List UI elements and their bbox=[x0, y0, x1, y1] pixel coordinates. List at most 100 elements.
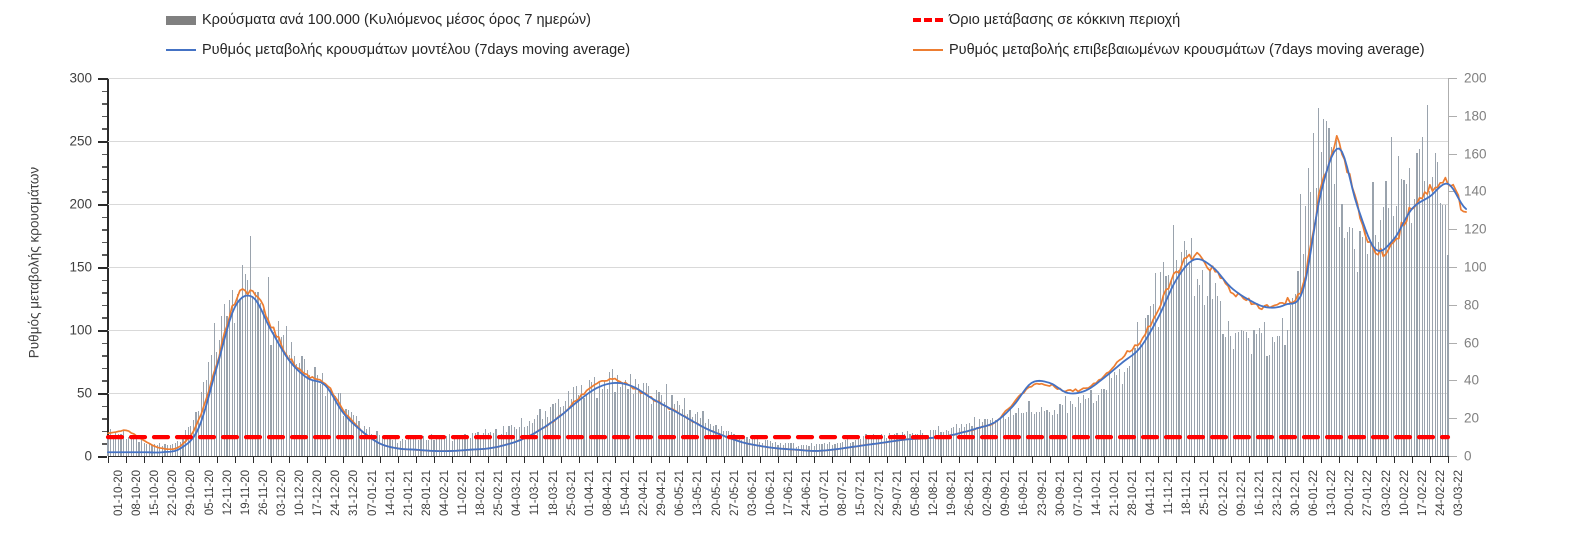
x-tick-label: 06-01-22 bbox=[1308, 470, 1321, 517]
bar bbox=[492, 432, 495, 456]
dashed-line-swatch-icon bbox=[913, 18, 943, 23]
bar bbox=[958, 428, 960, 456]
y-tick-left-minor bbox=[102, 115, 107, 118]
legend-item-model-line[interactable]: Ρυθμός μεταβολής κρουσμάτων μοντέλου (7d… bbox=[166, 43, 630, 58]
legend-label-model-line: Ρυθμός μεταβολής κρουσμάτων μοντέλου (7d… bbox=[202, 42, 631, 58]
bar bbox=[782, 444, 784, 456]
bar bbox=[565, 401, 567, 456]
x-tick-label: 30-09-21 bbox=[1054, 470, 1067, 517]
x-tick bbox=[814, 456, 816, 463]
bar bbox=[1018, 408, 1020, 456]
legend-item-confirmed-line[interactable]: Ρυθμός μεταβολής επιβεβαιωμένων κρουσμάτ… bbox=[913, 43, 1425, 58]
bar bbox=[1095, 401, 1097, 456]
bar bbox=[930, 430, 932, 456]
bar bbox=[761, 443, 764, 456]
bar bbox=[1431, 176, 1434, 456]
bar bbox=[159, 442, 161, 456]
y-tick-left-minor bbox=[102, 254, 107, 256]
bar bbox=[332, 393, 334, 456]
x-tick-label: 08-10-20 bbox=[131, 470, 144, 517]
line-series bbox=[105, 134, 1468, 454]
x-tick bbox=[1375, 456, 1377, 463]
bar bbox=[640, 392, 642, 456]
y-tick-label-right: 120 bbox=[1464, 221, 1487, 237]
gridline bbox=[108, 141, 1448, 142]
bar bbox=[567, 390, 570, 456]
bar bbox=[945, 429, 947, 456]
x-tick bbox=[1448, 456, 1449, 463]
bar bbox=[1090, 389, 1092, 456]
line-swatch-orange-icon bbox=[913, 49, 943, 52]
x-tick-label: 10-06-21 bbox=[764, 470, 777, 517]
legend-item-bars[interactable]: Κρούσματα ανά 100.000 (Κυλιόμενος μέσος … bbox=[166, 13, 591, 28]
bar bbox=[1010, 406, 1012, 456]
bar bbox=[508, 426, 510, 456]
bar bbox=[1338, 226, 1340, 456]
bar bbox=[1434, 153, 1436, 456]
x-tick bbox=[1085, 456, 1087, 463]
bar bbox=[451, 441, 453, 456]
bar bbox=[417, 439, 419, 456]
bar bbox=[1165, 276, 1167, 456]
x-tick bbox=[325, 456, 327, 463]
bar bbox=[1191, 238, 1193, 456]
bar bbox=[223, 303, 225, 456]
bar bbox=[728, 430, 730, 456]
bar bbox=[371, 433, 373, 456]
bar bbox=[402, 439, 404, 456]
bar bbox=[454, 436, 456, 456]
y-tick-left bbox=[98, 456, 107, 458]
y-tick-left-minor bbox=[102, 241, 107, 244]
bar bbox=[435, 438, 438, 456]
x-tick bbox=[832, 456, 834, 463]
bar bbox=[482, 432, 484, 456]
y-tick-label-left: 250 bbox=[69, 133, 92, 149]
bar bbox=[1328, 127, 1330, 456]
x-tick bbox=[1158, 456, 1160, 463]
bar bbox=[1240, 330, 1242, 456]
bar bbox=[1111, 377, 1113, 456]
legend-item-threshold[interactable]: Όριο μετάβασης σε κόκκινη περιοχή bbox=[913, 13, 1180, 28]
bar bbox=[1206, 295, 1208, 456]
bar bbox=[1302, 253, 1304, 456]
bar bbox=[244, 274, 246, 456]
bar bbox=[554, 402, 557, 456]
bar bbox=[1038, 412, 1040, 456]
bar bbox=[1266, 355, 1268, 456]
bar bbox=[138, 442, 140, 456]
bar bbox=[795, 447, 797, 456]
x-tick bbox=[705, 456, 707, 463]
bar bbox=[226, 315, 228, 456]
bar bbox=[335, 396, 337, 456]
y-tick-label-left: 0 bbox=[84, 448, 92, 464]
y-tick-left-minor bbox=[102, 153, 107, 156]
bar bbox=[125, 439, 127, 456]
bar bbox=[999, 417, 1002, 456]
x-tick-label: 14-01-21 bbox=[384, 470, 397, 517]
y-tick-label-right: 20 bbox=[1464, 410, 1480, 426]
bar bbox=[1250, 353, 1252, 456]
bar bbox=[267, 277, 269, 456]
y-tick-label-left: 50 bbox=[76, 385, 92, 401]
bar bbox=[694, 413, 696, 456]
y-tick-label-right: 0 bbox=[1464, 448, 1472, 464]
x-tick bbox=[977, 456, 979, 463]
x-tick-label: 09-12-21 bbox=[1235, 470, 1248, 517]
bar bbox=[824, 442, 826, 456]
bar bbox=[322, 372, 324, 456]
bar bbox=[1426, 105, 1428, 456]
x-tick bbox=[615, 456, 617, 463]
bar bbox=[754, 438, 756, 456]
x-tick-label: 04-02-21 bbox=[438, 470, 451, 517]
bar bbox=[1418, 148, 1421, 456]
bar bbox=[614, 391, 616, 456]
y-tick-label-left: 200 bbox=[69, 196, 92, 212]
x-tick bbox=[289, 456, 291, 463]
x-tick bbox=[995, 456, 997, 463]
y-tick-left bbox=[98, 78, 107, 80]
bar bbox=[1105, 389, 1108, 456]
bar bbox=[151, 444, 153, 456]
bar bbox=[469, 437, 471, 456]
bar bbox=[1349, 227, 1351, 456]
y-tick-left-minor bbox=[102, 279, 107, 282]
